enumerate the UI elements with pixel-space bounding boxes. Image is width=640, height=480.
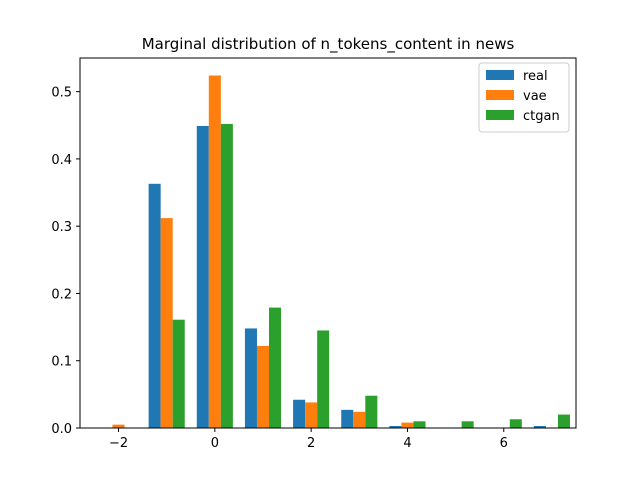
bar-real-9 [533,425,546,428]
x-axis: −2 0 2 4 6 [109,428,508,451]
bar-vae-0 [112,424,125,428]
y-tick-label: 0.1 [51,355,72,370]
legend: real vae ctgan [478,62,570,133]
bar-ctgan-4 [317,330,330,428]
legend-swatch-ctgan [486,110,514,120]
bar-ctgan-8 [509,419,522,428]
bar-ctgan-6 [413,421,426,428]
y-tick-label: 0.2 [51,287,72,302]
bar-real-2 [196,125,209,428]
bar-ctgan-7 [461,421,474,428]
legend-swatch-vae [486,90,514,100]
x-tick-label: 6 [500,436,508,451]
bar-vae-3 [256,345,270,428]
y-axis: 0.0 0.1 0.2 0.3 0.4 0.5 [51,86,80,437]
chart-title: Marginal distribution of n_tokens_conten… [142,35,515,54]
bars-group [112,75,570,428]
y-tick-label: 0.5 [51,86,72,101]
bar-real-1 [148,183,161,428]
y-tick-label: 0.4 [51,153,72,168]
plot-frame [79,57,577,429]
x-tick-label: 4 [403,436,411,451]
bar-ctgan-1 [172,319,185,428]
bar-vae-1 [160,218,173,428]
bar-vae-4 [305,402,318,428]
legend-label-real: real [523,69,548,84]
bar-ctgan-3 [269,307,282,428]
bar-real-6 [389,425,402,428]
bar-real-4 [293,399,306,428]
y-tick-label: 0.0 [51,422,72,437]
bar-real-5 [341,409,354,428]
bar-ctgan-5 [365,395,378,428]
bar-vae-6 [401,422,414,428]
bar-real-3 [244,328,257,428]
bar-ctgan-2 [220,123,233,428]
legend-label-vae: vae [523,89,547,104]
legend-swatch-real [486,70,514,80]
x-tick-label: 0 [211,436,219,451]
x-tick-label: 2 [307,436,315,451]
legend-label-ctgan: ctgan [523,109,560,124]
bar-ctgan-9 [557,414,570,428]
x-tick-label: −2 [109,436,128,451]
bar-vae-5 [353,411,366,428]
bar-vae-2 [208,75,221,428]
y-tick-label: 0.3 [51,220,72,235]
